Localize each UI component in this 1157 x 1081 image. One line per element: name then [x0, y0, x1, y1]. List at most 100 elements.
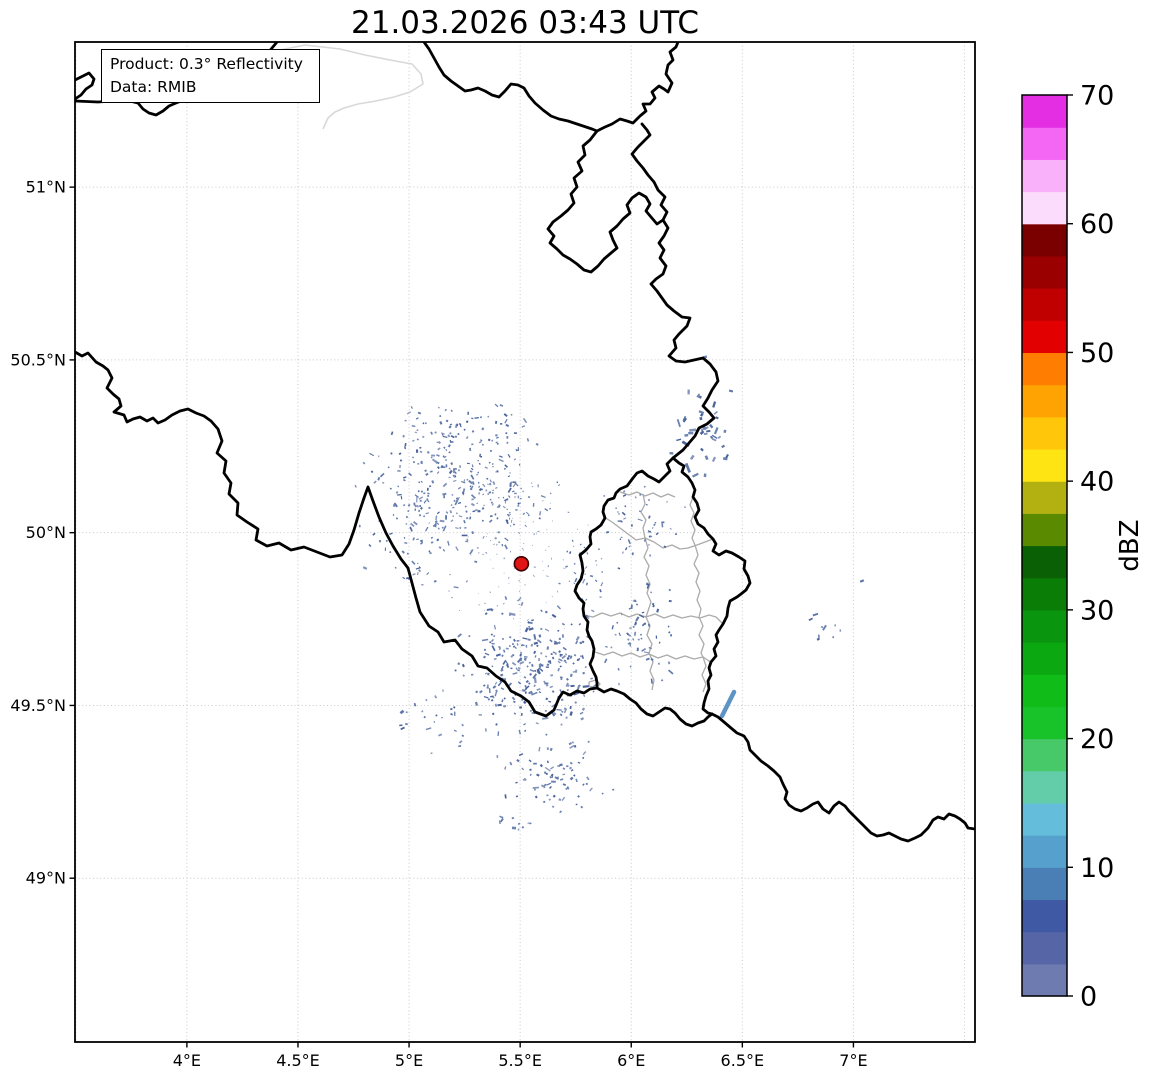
echo	[495, 471, 497, 473]
echo	[633, 631, 637, 636]
echo	[551, 596, 553, 598]
echo	[492, 489, 494, 492]
echo	[635, 603, 639, 606]
echo	[496, 553, 498, 555]
echo	[548, 700, 552, 703]
echo	[458, 422, 462, 426]
echo	[499, 423, 503, 425]
echo	[517, 669, 520, 672]
echo	[395, 491, 399, 494]
echo	[476, 502, 479, 504]
echo	[481, 638, 489, 642]
echo	[500, 687, 505, 691]
echo	[711, 456, 717, 463]
echo	[488, 491, 492, 494]
echo	[474, 416, 479, 419]
echo	[413, 702, 417, 707]
echo	[650, 657, 654, 662]
echo	[618, 632, 621, 637]
echo	[643, 623, 647, 625]
echo	[494, 703, 498, 707]
echo	[560, 723, 563, 726]
echo	[455, 496, 460, 502]
echo	[464, 505, 467, 508]
colorbar-tick-label: 10	[1080, 853, 1114, 884]
echo	[470, 494, 476, 499]
echo	[471, 531, 474, 535]
echo	[482, 493, 485, 496]
echo	[433, 580, 437, 583]
echo	[617, 511, 619, 513]
colorbar-cell	[1022, 770, 1067, 804]
echo	[495, 723, 498, 726]
echo	[454, 503, 457, 506]
echo	[822, 624, 827, 631]
echo	[495, 441, 498, 444]
echo	[511, 653, 515, 657]
echo	[569, 705, 572, 710]
echo	[479, 439, 483, 442]
echo	[489, 641, 492, 644]
echo	[669, 451, 674, 455]
echo	[564, 628, 566, 629]
echo	[808, 617, 813, 621]
echo	[520, 713, 523, 716]
echo	[545, 697, 549, 701]
echo	[540, 609, 543, 613]
echo	[420, 460, 423, 464]
echo	[492, 492, 494, 494]
echo	[492, 481, 496, 485]
echo	[447, 434, 451, 438]
echo	[494, 403, 499, 408]
echo	[459, 526, 462, 529]
echo	[586, 552, 589, 555]
echo	[491, 642, 495, 645]
echo	[506, 441, 509, 444]
echo	[528, 759, 532, 763]
echo	[461, 534, 468, 537]
echo	[655, 635, 658, 639]
echo	[424, 500, 427, 503]
echo	[423, 501, 426, 504]
echo	[587, 524, 589, 526]
echo	[545, 733, 548, 736]
echo	[582, 751, 587, 756]
echo	[425, 698, 428, 702]
echo	[442, 435, 448, 438]
echo	[617, 520, 622, 522]
echo	[631, 524, 633, 527]
echo	[404, 443, 407, 447]
border-lu-west	[573, 456, 675, 690]
echo	[508, 635, 512, 639]
echo	[489, 449, 493, 453]
echo	[481, 507, 485, 510]
echo	[421, 710, 424, 713]
echo	[403, 445, 407, 450]
echo	[419, 446, 422, 449]
echo	[666, 500, 668, 503]
echo	[559, 778, 564, 781]
echo	[437, 440, 442, 445]
x-tick-label: 5.5°E	[498, 1051, 542, 1070]
echo	[416, 496, 418, 503]
echo	[414, 508, 416, 511]
echo	[551, 774, 554, 778]
echo	[498, 497, 500, 499]
echo	[704, 455, 709, 461]
echo	[557, 660, 561, 664]
echo	[450, 712, 454, 716]
echo	[633, 599, 637, 603]
echo	[423, 515, 426, 518]
echo	[504, 596, 508, 600]
border-canton-hlow	[594, 651, 712, 663]
echo	[560, 678, 563, 681]
echo	[453, 729, 457, 732]
echo	[430, 431, 434, 435]
echo	[516, 600, 518, 602]
echo	[723, 429, 727, 434]
echo	[547, 565, 550, 568]
echo	[529, 822, 532, 825]
echo	[558, 637, 561, 640]
echo	[562, 646, 567, 651]
echo	[438, 546, 442, 549]
